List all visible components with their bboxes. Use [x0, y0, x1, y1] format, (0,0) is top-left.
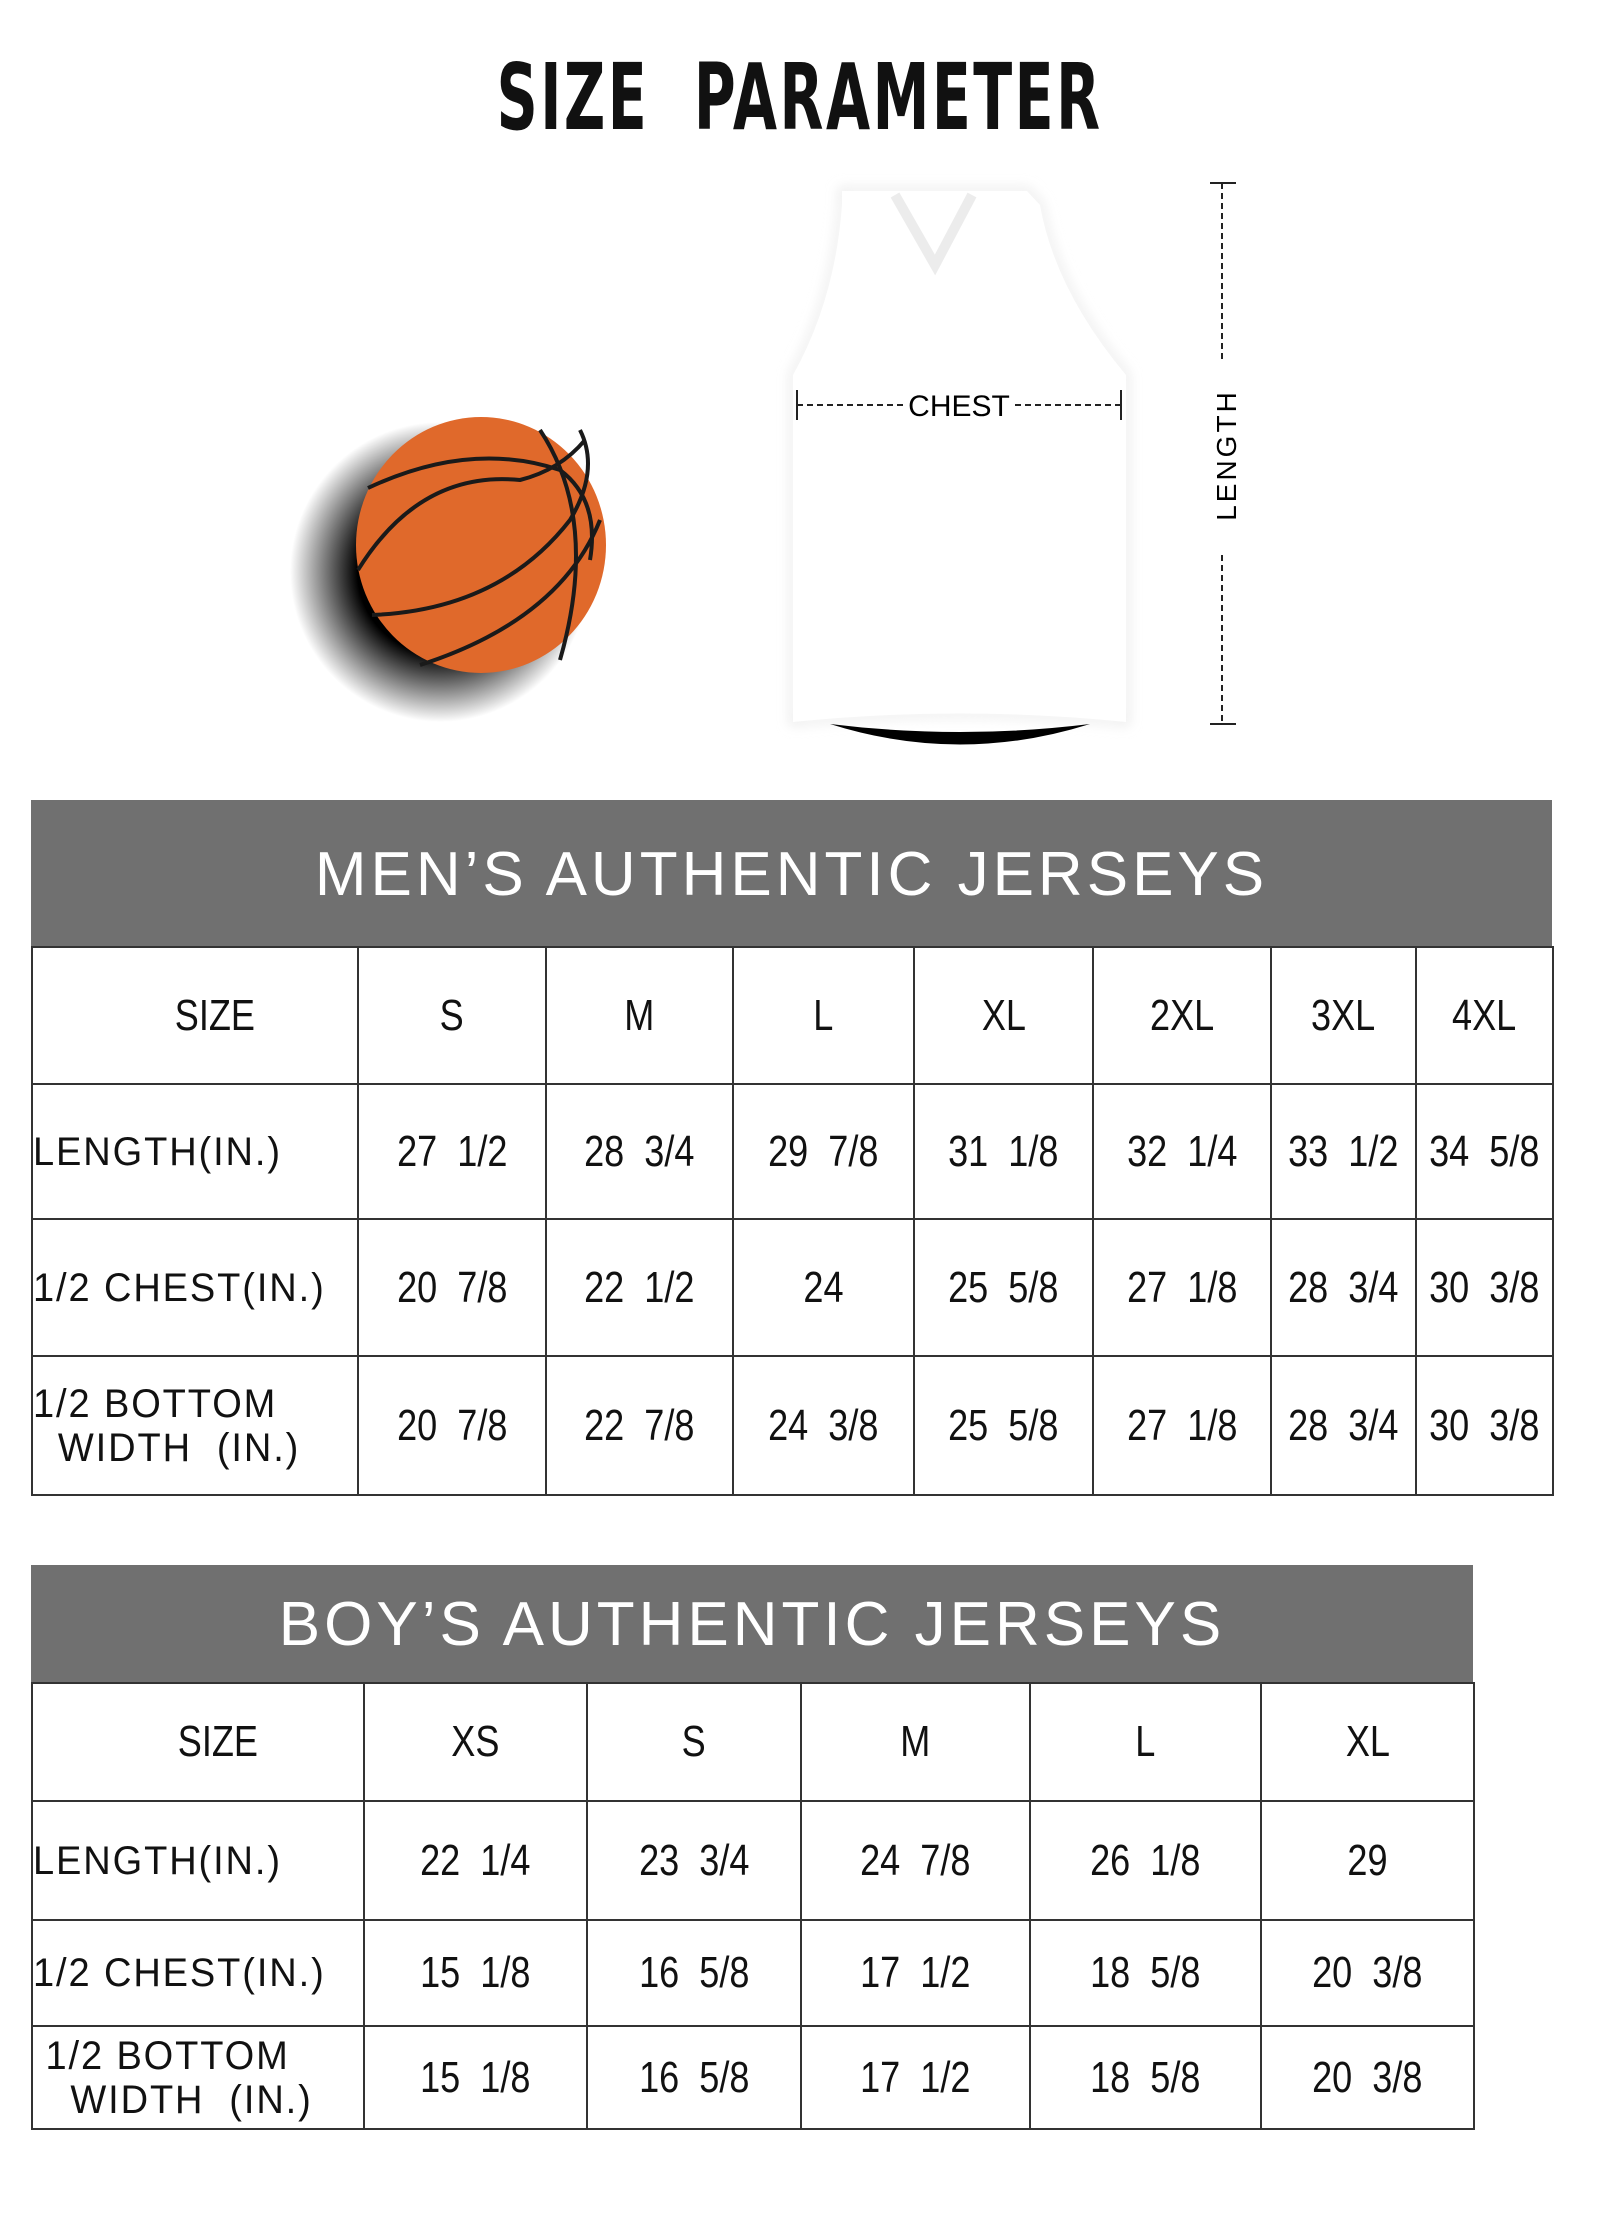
- chest-measure: CHEST: [796, 390, 1122, 423]
- table-cell: 30 3/8: [1415, 1218, 1554, 1357]
- table-cell: 15 1/8: [363, 1919, 588, 2027]
- table-cell: 29 7/8: [732, 1083, 915, 1220]
- size-header: 3XL: [1270, 946, 1417, 1085]
- row-label: 1/2 CHEST(IN.): [31, 1218, 359, 1357]
- table-cell: 20 7/8: [357, 1218, 547, 1357]
- size-header: L: [1029, 1682, 1262, 1802]
- table-cell: 22 1/4: [363, 1800, 588, 1921]
- table-cell: 17 1/2: [800, 2025, 1031, 2130]
- table-row: 1/2 CHEST(IN.) 20 7/8 22 1/2 24 25 5/8 27 1/8…: [31, 1218, 1554, 1357]
- size-header-row: SIZE XS S M L XL: [31, 1682, 1475, 1802]
- table-cell: 28 3/4: [1270, 1355, 1417, 1496]
- row-label: LENGTH(IN.): [31, 1083, 359, 1220]
- table-cell: 17 1/2: [800, 1919, 1031, 2027]
- table-cell: 28 3/4: [545, 1083, 734, 1220]
- size-header: M: [800, 1682, 1031, 1802]
- table-cell: 33 1/2: [1270, 1083, 1417, 1220]
- table-cell: 25 5/8: [913, 1218, 1094, 1357]
- men-size-table: SIZE S M L XL 2XL 3XL 4XL LENGTH(IN.) 27 1/2 28 3/…: [31, 946, 1554, 1496]
- size-header-row: SIZE S M L XL 2XL 3XL 4XL: [31, 946, 1554, 1085]
- row-label: LENGTH(IN.): [31, 1800, 365, 1921]
- table-cell: 16 5/8: [586, 2025, 802, 2130]
- row-label: SIZE: [31, 946, 359, 1085]
- table-cell: 20 3/8: [1260, 1919, 1475, 2027]
- table-row: LENGTH(IN.) 22 1/4 23 3/4 24 7/8 26 1/8 29: [31, 1800, 1475, 1921]
- table-cell: 15 1/8: [363, 2025, 588, 2130]
- row-label: SIZE: [31, 1682, 365, 1802]
- row-label: 1/2 CHEST(IN.): [31, 1919, 365, 2027]
- table-row: 1/2 BOTTOM WIDTH (IN.) 20 7/8 22 7/8 24 3/8…: [31, 1355, 1554, 1496]
- length-measure: LENGTH: [1210, 182, 1242, 725]
- size-header: L: [732, 946, 915, 1085]
- table-cell: 22 7/8: [545, 1355, 734, 1496]
- size-header: 2XL: [1092, 946, 1272, 1085]
- table-cell: 30 3/8: [1415, 1355, 1554, 1496]
- jersey-diagram: CHEST LENGTH: [290, 182, 1242, 745]
- table-cell: 26 1/8: [1029, 1800, 1262, 1921]
- size-header: XL: [1260, 1682, 1475, 1802]
- boys-table-header: BOY’S AUTHENTIC JERSEYS: [31, 1565, 1473, 1682]
- chest-label: CHEST: [908, 390, 1010, 423]
- row-label: 1/2 BOTTOM WIDTH (IN.): [31, 2025, 365, 2130]
- table-cell: 29: [1260, 1800, 1475, 1921]
- table-cell: 31 1/8: [913, 1083, 1094, 1220]
- length-label: LENGTH: [1211, 389, 1242, 521]
- table-cell: 20 3/8: [1260, 2025, 1475, 2130]
- table-cell: 24 7/8: [800, 1800, 1031, 1921]
- basketball-icon: [290, 417, 606, 722]
- boys-size-table: SIZE XS S M L XL LENGTH(IN.) 22 1/4 23 3/4 24 7/8…: [31, 1682, 1475, 2130]
- jersey-image: [790, 188, 1129, 745]
- size-header: S: [357, 946, 547, 1085]
- table-cell: 27 1/2: [357, 1083, 547, 1220]
- table-cell: 18 5/8: [1029, 2025, 1262, 2130]
- table-cell: 32 1/4: [1092, 1083, 1272, 1220]
- table-cell: 24 3/8: [732, 1355, 915, 1496]
- table-row: 1/2 BOTTOM WIDTH (IN.) 15 1/8 16 5/8 17 1/2…: [31, 2025, 1475, 2130]
- table-cell: 25 5/8: [913, 1355, 1094, 1496]
- table-cell: 18 5/8: [1029, 1919, 1262, 2027]
- table-cell: 28 3/4: [1270, 1218, 1417, 1357]
- size-header: M: [545, 946, 734, 1085]
- table-cell: 16 5/8: [586, 1919, 802, 2027]
- size-header: XS: [363, 1682, 588, 1802]
- table-cell: 27 1/8: [1092, 1218, 1272, 1357]
- size-header: S: [586, 1682, 802, 1802]
- size-header: XL: [913, 946, 1094, 1085]
- size-header: 4XL: [1415, 946, 1554, 1085]
- men-table-header: MEN’S AUTHENTIC JERSEYS: [31, 800, 1552, 946]
- table-row: LENGTH(IN.) 27 1/2 28 3/4 29 7/8 31 1/8 32 1/…: [31, 1083, 1554, 1220]
- page-title: SIZE PARAMETER: [497, 44, 1103, 151]
- table-cell: 24: [732, 1218, 915, 1357]
- table-row: 1/2 CHEST(IN.) 15 1/8 16 5/8 17 1/2 18 5/8 20…: [31, 1919, 1475, 2027]
- row-label: 1/2 BOTTOM WIDTH (IN.): [31, 1355, 359, 1496]
- table-cell: 22 1/2: [545, 1218, 734, 1357]
- table-cell: 27 1/8: [1092, 1355, 1272, 1496]
- table-cell: 20 7/8: [357, 1355, 547, 1496]
- table-cell: 23 3/4: [586, 1800, 802, 1921]
- table-cell: 34 5/8: [1415, 1083, 1554, 1220]
